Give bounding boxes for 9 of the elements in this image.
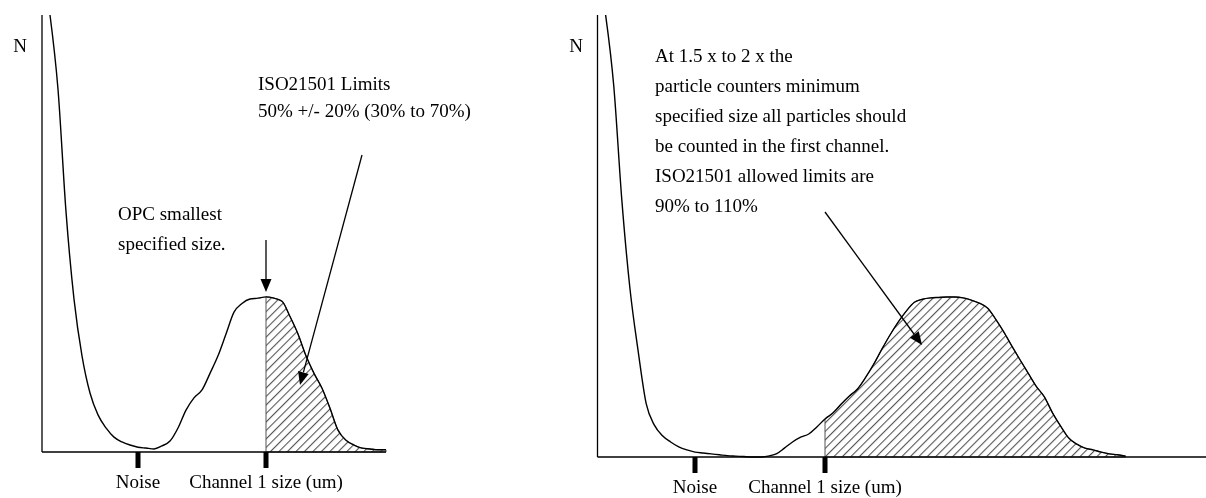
x-tick-label: Noise <box>672 476 718 497</box>
y-axis-title: N <box>13 35 28 56</box>
x-tick-label: Channel 1 size (um) <box>748 476 902 498</box>
annotation: ISO21501 Limits 50% +/- 20% (30% to 70%) <box>258 73 471 122</box>
x-tick-label: Channel 1 size (um) <box>189 471 343 493</box>
annotation: OPC smallest specified size. <box>118 203 226 254</box>
y-axis-title: N <box>569 35 584 56</box>
annotation: At 1.5 x to 2 x the particle counters minimum specified size all particles should be counted in the first channel. ISO21501 allowed limits are 90% to 110% <box>655 45 907 216</box>
x-tick-label: Noise <box>115 471 161 492</box>
